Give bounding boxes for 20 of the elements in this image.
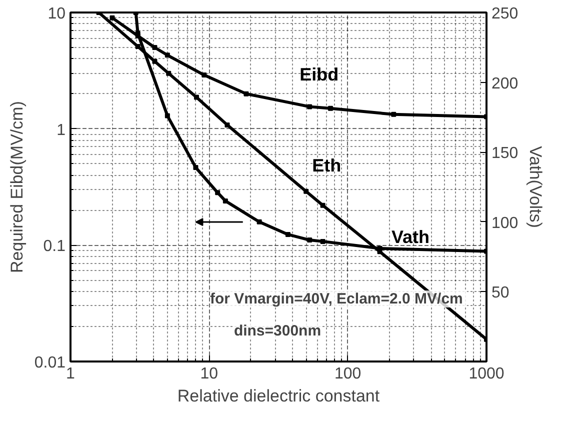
y-tick-label: 0.1 [43,238,66,256]
y2-tick-label: 200 [492,75,518,92]
series-label: Eth [312,155,342,176]
y2-axis-title: Vath(Volts) [526,146,546,228]
x-tick-label: 10 [200,366,218,382]
x-axis-title: Relative dielectric constant [177,386,380,406]
annotation: dins=300nm [234,322,322,340]
series-label: Vath [392,227,430,248]
y2-tick-label: 250 [492,6,518,22]
y2-tick-label: 100 [492,214,518,232]
y-axis-title: Required Eibd(MV/cm) [7,101,26,273]
x-tick-label: 100 [334,366,362,382]
x-tick-label: 1000 [468,366,504,382]
y2-tick-label: 50 [492,284,510,302]
y2-tick-label: 150 [492,145,518,162]
series-label: Eibd [300,64,339,85]
y-tick-label: 10 [48,6,66,22]
annotation: for Vmargin=40V, Eclam=2.0 MV/cm [210,290,463,308]
y-tick-label: 1 [56,122,66,139]
y-tick-label: 0.01 [34,354,66,372]
